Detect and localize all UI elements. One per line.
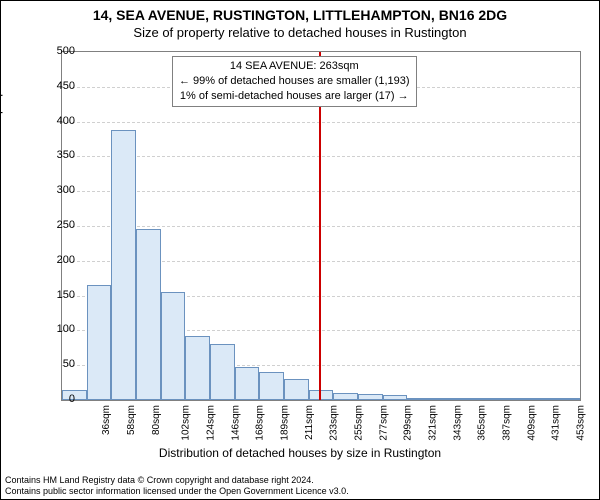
x-tick-label: 387sqm [502, 405, 513, 441]
x-tick-label: 80sqm [151, 405, 162, 435]
gridline [62, 191, 580, 192]
x-tick-label: 58sqm [126, 405, 137, 435]
histogram-bar [259, 372, 284, 400]
y-tick-label: 250 [45, 219, 75, 231]
y-tick-label: 500 [45, 45, 75, 57]
x-tick-label: 189sqm [280, 405, 291, 441]
x-tick-label: 431sqm [551, 405, 562, 441]
x-tick-label: 211sqm [304, 405, 315, 440]
x-tick-label: 365sqm [477, 405, 488, 441]
histogram-bar [481, 398, 506, 400]
y-axis-label: Number of detached properties [0, 61, 3, 226]
histogram-bar [333, 393, 358, 400]
gridline [62, 156, 580, 157]
x-tick-label: 124sqm [206, 405, 217, 441]
histogram-bar [161, 292, 186, 400]
y-tick-label: 0 [45, 393, 75, 405]
histogram-bar [87, 285, 112, 400]
footer-line-1: Contains HM Land Registry data © Crown c… [5, 475, 349, 486]
gridline [62, 226, 580, 227]
plot-area: 14 SEA AVENUE: 263sqm ← 99% of detached … [61, 51, 581, 401]
histogram-bar [432, 398, 457, 400]
histogram-bar [235, 367, 260, 400]
histogram-bar [358, 394, 383, 400]
footer: Contains HM Land Registry data © Crown c… [5, 475, 349, 498]
histogram-bar [309, 390, 334, 400]
x-tick-label: 343sqm [452, 405, 463, 441]
chart-container: 14, SEA AVENUE, RUSTINGTON, LITTLEHAMPTO… [0, 0, 600, 500]
histogram-bar [555, 398, 580, 400]
x-tick-label: 146sqm [230, 405, 241, 441]
footer-line-2: Contains public sector information licen… [5, 486, 349, 497]
histogram-bar [185, 336, 210, 400]
histogram-bar [506, 398, 531, 400]
x-tick-label: 233sqm [329, 405, 340, 441]
histogram-bar [457, 398, 482, 400]
x-tick-label: 168sqm [255, 405, 266, 441]
y-tick-label: 400 [45, 115, 75, 127]
annotation-line-3: 1% of semi-detached houses are larger (1… [179, 89, 410, 104]
histogram-bar [531, 398, 556, 400]
x-tick-label: 321sqm [428, 405, 439, 441]
y-tick-label: 200 [45, 254, 75, 266]
title-address: 14, SEA AVENUE, RUSTINGTON, LITTLEHAMPTO… [1, 7, 599, 23]
annotation-box: 14 SEA AVENUE: 263sqm ← 99% of detached … [172, 56, 417, 107]
x-tick-label: 409sqm [526, 405, 537, 441]
annotation-line-1: 14 SEA AVENUE: 263sqm [179, 59, 410, 74]
x-tick-label: 102sqm [181, 405, 192, 441]
y-tick-label: 450 [45, 80, 75, 92]
annotation-line-2: ← 99% of detached houses are smaller (1,… [179, 74, 410, 89]
histogram-bar [210, 344, 235, 400]
x-axis-label: Distribution of detached houses by size … [1, 446, 599, 460]
x-tick-label: 36sqm [101, 405, 112, 435]
y-tick-label: 50 [45, 358, 75, 370]
x-tick-label: 255sqm [354, 405, 365, 441]
x-tick-label: 453sqm [576, 405, 587, 441]
y-tick-label: 100 [45, 323, 75, 335]
y-tick-label: 300 [45, 184, 75, 196]
histogram-bar [111, 130, 136, 400]
title-subtitle: Size of property relative to detached ho… [1, 25, 599, 40]
histogram-bar [407, 398, 432, 400]
x-tick-label: 277sqm [378, 405, 389, 441]
y-tick-label: 350 [45, 149, 75, 161]
y-tick-label: 150 [45, 289, 75, 301]
x-tick-label: 299sqm [403, 405, 414, 441]
histogram-bar [136, 229, 161, 400]
gridline [62, 122, 580, 123]
histogram-bar [383, 395, 408, 400]
histogram-bar [284, 379, 309, 400]
